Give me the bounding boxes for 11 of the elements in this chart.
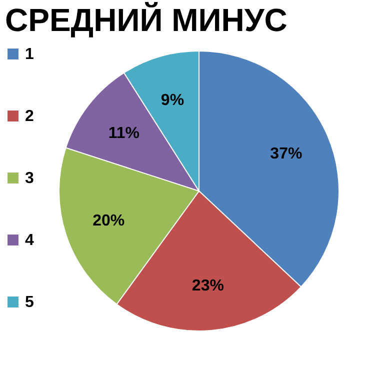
data-label: 23%: [192, 278, 224, 295]
legend-label: 3: [25, 170, 34, 187]
chart-title: СРЕДНИЙ МИНУС: [5, 2, 288, 38]
data-label: 37%: [270, 145, 302, 162]
data-label: 11%: [108, 124, 140, 142]
data-label: 20%: [92, 212, 125, 230]
legend-label: 4: [25, 232, 34, 249]
data-label: 9%: [160, 92, 184, 109]
legend-label: 2: [25, 108, 34, 125]
legend-label: 1: [25, 46, 34, 63]
legend-label: 5: [25, 294, 34, 311]
